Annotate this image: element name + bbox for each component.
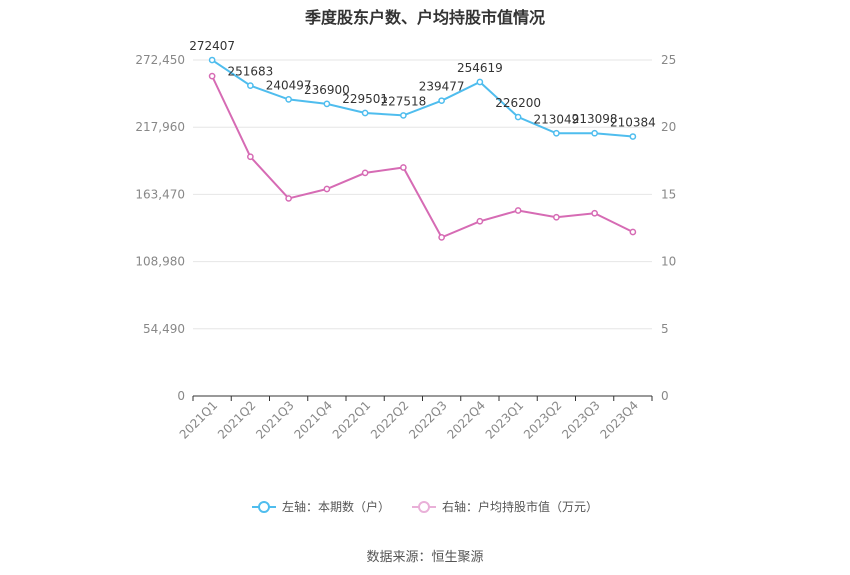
data-labels: 272407 2516832404972369002295012275182394… — [189, 39, 656, 129]
left-axis-tick-label: 217,960 — [135, 120, 185, 134]
grid-lines — [193, 59, 652, 397]
series-point — [361, 109, 369, 117]
data-label: 229501 — [342, 92, 388, 106]
x-axis-tick-label: 2021Q4 — [291, 398, 335, 442]
x-axis-tick-label: 2021Q2 — [215, 398, 259, 442]
x-axis-tick-label: 2022Q4 — [444, 398, 488, 442]
x-axis-tick-label: 2023Q3 — [559, 398, 603, 442]
series-point — [591, 129, 598, 137]
series-point — [361, 169, 369, 177]
x-axis-tick-label: 2023Q2 — [521, 398, 565, 442]
data-label: 213098 — [572, 112, 618, 126]
series-point — [438, 97, 445, 105]
series-point — [514, 207, 522, 214]
x-axis-tick-label: 2023Q1 — [483, 398, 527, 442]
left-axis-tick-label: 0 — [177, 389, 185, 403]
data-source: 数据来源：恒生聚源 — [366, 550, 484, 565]
legend: 左轴：本期数（户） 右轴：户均持股市值（万元） — [0, 498, 850, 515]
series-point — [400, 164, 407, 171]
series-point — [553, 213, 560, 221]
series-point — [323, 185, 331, 193]
series-point — [208, 56, 216, 64]
chart-title: 季度股东户数、户均持股市值情况 — [304, 8, 545, 27]
series-line-1 — [211, 59, 633, 138]
data-label: 236900 — [304, 83, 350, 97]
data-label: 239477 — [419, 80, 465, 94]
series-point — [514, 113, 522, 121]
data-label: 213049 — [533, 112, 579, 126]
data-label: 210384 — [610, 116, 656, 130]
series-line-2 — [211, 75, 634, 239]
left-axis-tick-label: 108,980 — [135, 255, 185, 269]
x-axis-tick-label: 2022Q1 — [330, 398, 374, 442]
series-point — [208, 72, 216, 80]
series-layer — [208, 56, 637, 241]
data-label: 227518 — [380, 94, 426, 108]
x-axis-tick-label: 2021Q1 — [177, 398, 221, 442]
legend-marker-pink — [412, 500, 436, 513]
right-axis-tick-label: 10 — [661, 255, 676, 269]
x-axis-tick-label: 2022Q3 — [406, 398, 450, 442]
series-point — [400, 112, 407, 119]
series-point — [629, 133, 637, 140]
series-point — [285, 195, 292, 202]
series-point — [285, 96, 292, 103]
series-point — [553, 129, 560, 137]
data-label: 254619 — [457, 61, 503, 75]
series-point — [323, 100, 331, 108]
legend-item-households[interactable]: 左轴：本期数（户） — [251, 498, 390, 515]
series-point — [247, 153, 254, 161]
series-point — [247, 82, 254, 89]
series-point — [438, 234, 445, 241]
series-point — [629, 228, 637, 236]
legend-label-households: 左轴：本期数（户） — [281, 500, 390, 514]
x-axis-tick-label: 2022Q2 — [368, 398, 412, 442]
left-axis-tick-label: 272,450 — [135, 53, 185, 67]
right-axis-tick-label: 15 — [661, 187, 676, 201]
legend-label-market-value: 右轴：户均持股市值（万元） — [442, 500, 599, 514]
right-axis-tick-label: 0 — [661, 389, 669, 403]
series-point — [476, 217, 484, 225]
series-point — [476, 78, 484, 86]
data-label: 240497 — [266, 78, 312, 92]
right-axis-tick-label: 25 — [661, 53, 676, 67]
data-label: 251683 — [227, 65, 273, 79]
x-axis-tick-label: 2021Q3 — [253, 398, 297, 442]
x-axis-tick-label: 2023Q4 — [597, 398, 641, 442]
legend-item-market-value[interactable]: 右轴：户均持股市值（万元） — [412, 498, 598, 515]
left-axis-tick-label: 54,490 — [143, 322, 185, 336]
left-axis-tick-label: 163,470 — [135, 187, 185, 201]
data-label: 226200 — [495, 96, 541, 110]
data-label: 272407 — [189, 39, 235, 53]
legend-marker-blue — [251, 500, 276, 513]
series-point — [591, 209, 598, 217]
right-axis-tick-label: 5 — [661, 322, 669, 336]
right-axis-tick-label: 20 — [661, 120, 676, 134]
